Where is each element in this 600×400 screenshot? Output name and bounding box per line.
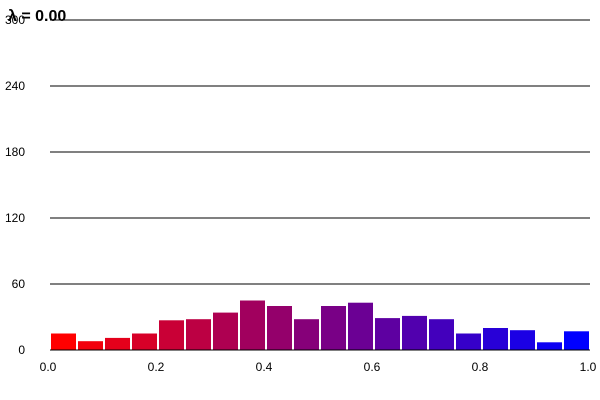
y-tick-label: 240	[5, 79, 25, 93]
histogram-bar	[375, 318, 400, 350]
y-tick-label: 60	[12, 277, 26, 291]
x-tick-label: 0.6	[364, 360, 381, 374]
y-tick-labels: 0 60 120 180 240 300	[5, 13, 25, 357]
histogram-bar	[159, 320, 184, 350]
x-tick-label: 0.0	[40, 360, 57, 374]
x-tick-label: 0.2	[148, 360, 165, 374]
x-tick-label: 1.0	[580, 360, 597, 374]
histogram-bar	[429, 319, 454, 350]
histogram-bar	[51, 333, 76, 350]
chart-title: λ = 0.00	[8, 8, 66, 25]
x-tick-label: 0.8	[472, 360, 489, 374]
bars	[51, 300, 589, 350]
histogram-bar	[456, 333, 481, 350]
y-tick-label: 0	[18, 343, 25, 357]
histogram-bar	[402, 315, 427, 350]
histogram-bar	[348, 302, 373, 350]
histogram-bar	[483, 328, 508, 350]
histogram-bar	[321, 306, 346, 350]
y-tick-label: 120	[5, 211, 25, 225]
y-tick-label: 300	[5, 13, 25, 27]
y-tick-label: 180	[5, 145, 25, 159]
histogram-bar	[213, 312, 238, 350]
histogram-bar	[294, 319, 319, 350]
grid-lines	[50, 19, 590, 285]
histogram-bar	[537, 342, 562, 350]
histogram-bar	[186, 319, 211, 350]
histogram-bar	[240, 300, 265, 350]
histogram-bar	[132, 333, 157, 350]
histogram-bar	[267, 306, 292, 350]
x-tick-labels: 0.0 0.2 0.4 0.6 0.8 1.0	[40, 360, 597, 374]
histogram-bar	[510, 330, 535, 350]
x-tick-label: 0.4	[256, 360, 273, 374]
histogram-bar	[564, 331, 589, 350]
histogram-bar	[78, 341, 103, 350]
histogram-bar	[105, 337, 130, 350]
